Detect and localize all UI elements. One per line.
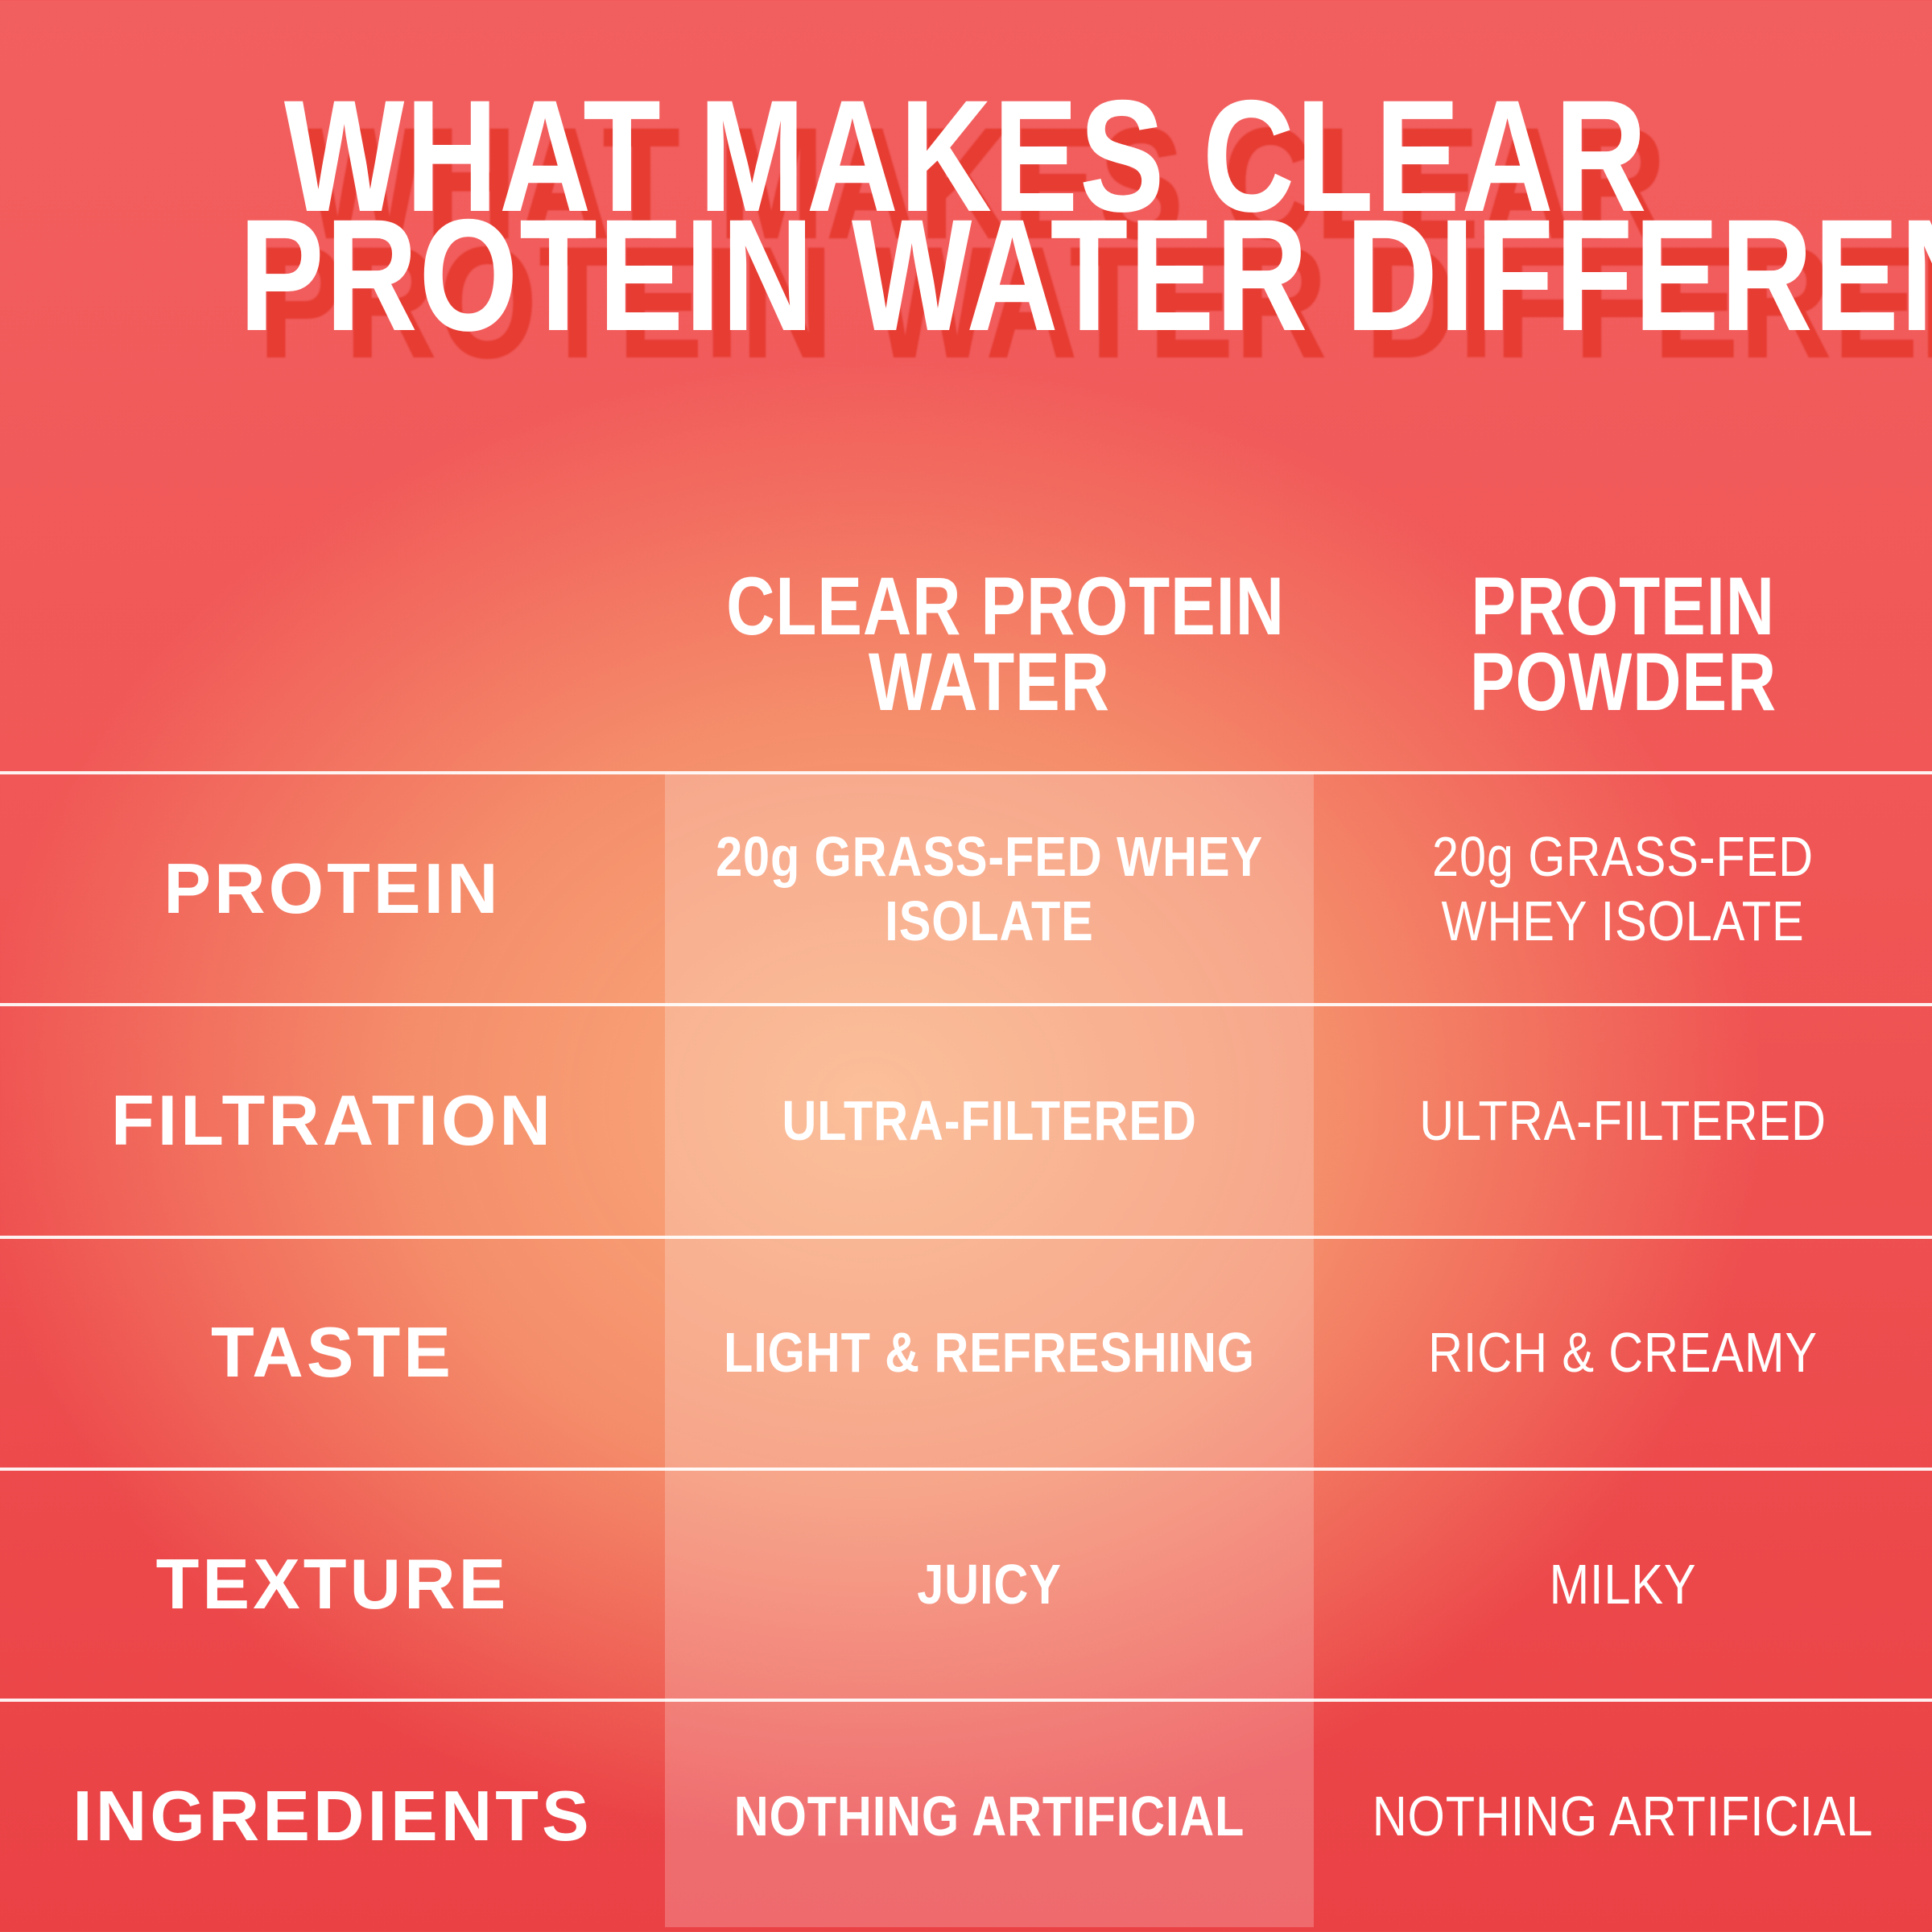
row-label-protein: PROTEIN: [163, 848, 502, 928]
cell-taste-protein-powder: RICH & CREAMY: [1428, 1321, 1818, 1384]
row-separator: [0, 1003, 1932, 1006]
column-header-clear-protein-water: CLEAR PROTEIN WATER: [726, 560, 1285, 728]
column-header-protein-powder: PROTEIN POWDER: [1469, 560, 1777, 728]
page-title-line2: PROTEIN WATER DIFFERENT?: [239, 186, 1932, 364]
cell-texture-clear-protein-water: JUICY: [917, 1553, 1062, 1616]
cell-filtration-protein-powder: ULTRA-FILTERED: [1419, 1089, 1827, 1152]
row-label-filtration: FILTRATION: [111, 1080, 554, 1160]
row-label-ingredients: INGREDIENTS: [72, 1776, 592, 1856]
row-separator: [0, 1468, 1932, 1471]
comparison-table: PROTEIN 20g GRASS-FED WHEY ISOLATE 20g G…: [0, 773, 1932, 1932]
cell-protein-clear-protein-water: 20g GRASS-FED WHEY ISOLATE: [716, 825, 1263, 952]
cell-protein-protein-powder: 20g GRASS-FED WHEY ISOLATE: [1432, 825, 1814, 952]
cell-ingredients-protein-powder: NOTHING ARTIFICIAL: [1372, 1785, 1874, 1847]
row-separator: [0, 771, 1932, 774]
cell-taste-clear-protein-water: LIGHT & REFRESHING: [724, 1321, 1255, 1384]
cell-ingredients-clear-protein-water: NOTHING ARTIFICIAL: [733, 1785, 1245, 1847]
highlight-strip-clear-protein-water: [665, 773, 1314, 1927]
row-separator: [0, 1699, 1932, 1702]
row-separator: [0, 1236, 1932, 1239]
cell-texture-protein-powder: MILKY: [1549, 1553, 1697, 1616]
row-label-taste: TASTE: [211, 1312, 454, 1392]
page-title-line1: WHAT MAKES CLEAR: [283, 67, 1649, 245]
cell-filtration-clear-protein-water: ULTRA-FILTERED: [782, 1089, 1197, 1152]
row-label-texture: TEXTURE: [155, 1544, 510, 1624]
page-title: WHAT MAKES CLEAR PROTEIN WATER DIFFERENT…: [0, 67, 1932, 364]
